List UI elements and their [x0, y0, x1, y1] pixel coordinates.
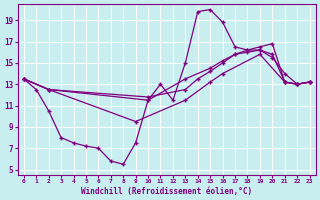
- X-axis label: Windchill (Refroidissement éolien,°C): Windchill (Refroidissement éolien,°C): [81, 187, 252, 196]
